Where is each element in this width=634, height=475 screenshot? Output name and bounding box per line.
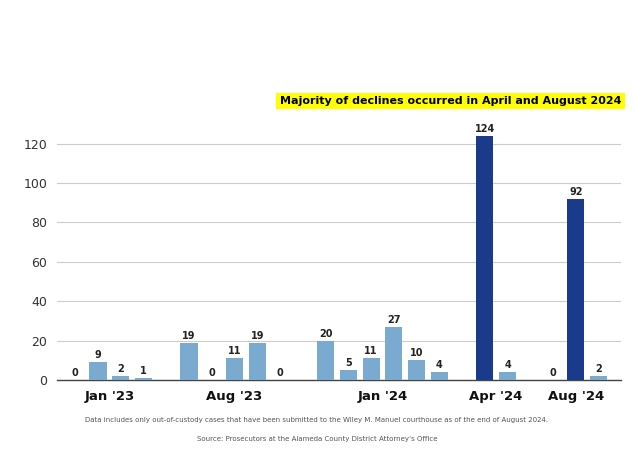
Text: Data includes only out-of-custody cases that have been submitted to the Wiley M.: Data includes only out-of-custody cases … [86, 418, 548, 423]
Text: 1: 1 [140, 366, 147, 376]
Text: Majority of declines occurred in April and August 2024: Majority of declines occurred in April a… [280, 96, 621, 106]
Bar [226, 358, 243, 380]
Text: Over 350 cases were declined for prosecution
due to expired statute of limitatio: Over 350 cases were declined for prosecu… [56, 31, 578, 74]
Bar [340, 370, 357, 380]
Text: 4: 4 [436, 360, 443, 370]
Text: 27: 27 [387, 315, 401, 325]
Bar [385, 327, 403, 380]
Text: 124: 124 [475, 124, 495, 133]
Text: 92: 92 [569, 187, 583, 197]
Text: 0: 0 [276, 368, 283, 378]
Bar [112, 376, 129, 380]
Text: 11: 11 [365, 346, 378, 356]
Bar [499, 372, 516, 380]
Text: 9: 9 [94, 350, 101, 361]
Bar [317, 341, 334, 380]
Text: 2: 2 [117, 364, 124, 374]
Text: 20: 20 [319, 329, 332, 339]
Bar [408, 361, 425, 380]
Bar [363, 358, 380, 380]
Bar [567, 199, 585, 380]
Text: © DailyMailOnline: © DailyMailOnline [10, 457, 110, 467]
Text: 19: 19 [250, 331, 264, 341]
Bar [249, 342, 266, 380]
Bar [181, 342, 198, 380]
Text: 5: 5 [345, 358, 352, 368]
Bar [590, 376, 607, 380]
Text: 0: 0 [72, 368, 79, 378]
Bar [135, 378, 152, 380]
Text: 10: 10 [410, 348, 424, 358]
Text: 11: 11 [228, 346, 242, 356]
Text: 2: 2 [595, 364, 602, 374]
Text: Source: Prosecutors at the Alameda County District Attorney’s Office: Source: Prosecutors at the Alameda Count… [197, 437, 437, 442]
Text: 0: 0 [550, 368, 557, 378]
Text: 19: 19 [182, 331, 196, 341]
Bar [89, 362, 107, 380]
Text: 0: 0 [209, 368, 215, 378]
Bar [476, 136, 493, 380]
Bar [430, 372, 448, 380]
Text: 4: 4 [504, 360, 511, 370]
